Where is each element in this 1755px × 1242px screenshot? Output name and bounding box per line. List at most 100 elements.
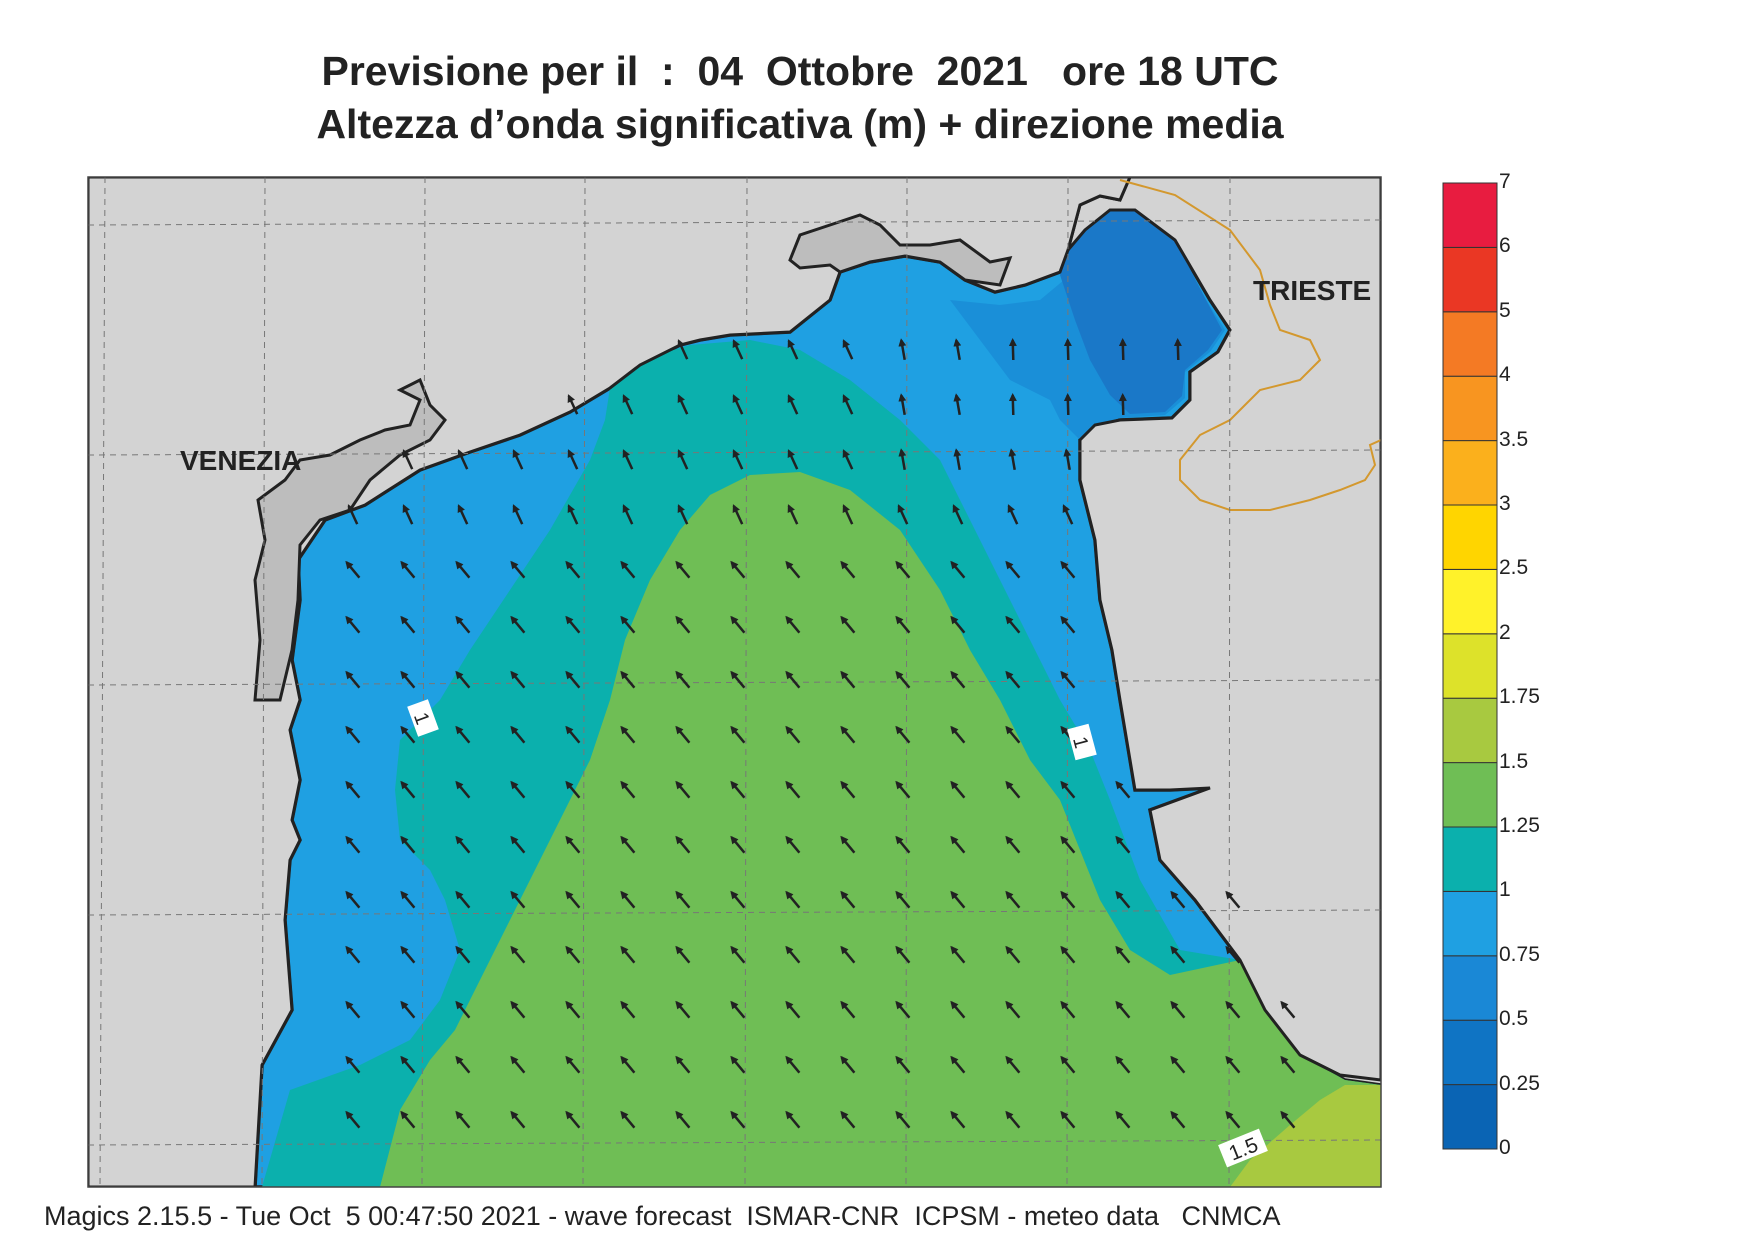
- direction-arrow: [345, 560, 361, 579]
- colorbar-segment: [1442, 826, 1498, 892]
- direction-arrow: [345, 1110, 361, 1129]
- direction-arrow: [510, 725, 526, 744]
- direction-arrow: [347, 504, 359, 525]
- direction-arrow: [457, 504, 469, 525]
- direction-arrow: [567, 449, 579, 470]
- contour-label-1-east: 1: [1067, 723, 1097, 761]
- direction-arrow: [1063, 338, 1072, 361]
- direction-arrow: [1115, 780, 1131, 799]
- direction-arrow: [455, 1110, 471, 1129]
- direction-arrow: [787, 339, 799, 360]
- direction-arrow: [785, 780, 801, 799]
- direction-arrow: [510, 615, 526, 634]
- direction-arrow: [785, 945, 801, 964]
- direction-arrow: [345, 670, 361, 689]
- direction-arrow: [842, 394, 854, 415]
- direction-arrow: [455, 615, 471, 634]
- direction-arrow: [512, 449, 524, 470]
- direction-arrow: [345, 835, 361, 854]
- direction-arrow: [1005, 890, 1021, 909]
- direction-arrow: [345, 615, 361, 634]
- direction-arrow: [400, 670, 416, 689]
- direction-arrow: [732, 504, 744, 525]
- direction-arrow: [840, 725, 856, 744]
- direction-arrow: [895, 945, 911, 964]
- colorbar-segment: [1442, 762, 1498, 828]
- direction-arrow: [730, 835, 746, 854]
- direction-arrow: [1170, 945, 1186, 964]
- direction-arrow: [840, 1110, 856, 1129]
- direction-arrow: [400, 780, 416, 799]
- direction-arrow: [400, 890, 416, 909]
- direction-arrow: [565, 560, 581, 579]
- direction-arrow: [620, 725, 636, 744]
- direction-arrow: [400, 1110, 416, 1129]
- direction-arrow: [620, 835, 636, 854]
- direction-arrow: [1005, 1000, 1021, 1019]
- direction-arrow: [730, 890, 746, 909]
- direction-arrow: [1060, 1055, 1076, 1074]
- direction-arrow: [730, 725, 746, 744]
- direction-arrow: [785, 1055, 801, 1074]
- direction-arrow: [675, 560, 691, 579]
- direction-arrow: [895, 835, 911, 854]
- direction-arrow: [895, 780, 911, 799]
- colorbar-label: 0.25: [1499, 1071, 1540, 1095]
- direction-arrow: [730, 945, 746, 964]
- direction-arrow: [1060, 615, 1076, 634]
- direction-arrow: [455, 1000, 471, 1019]
- direction-arrow: [842, 449, 854, 470]
- direction-arrow: [898, 338, 907, 361]
- colorbar-label: 0.5: [1499, 1007, 1529, 1031]
- direction-arrow: [565, 615, 581, 634]
- colorbar-label: 7: [1499, 170, 1511, 193]
- direction-arrow: [510, 670, 526, 689]
- direction-arrow: [950, 835, 966, 854]
- direction-arrow: [785, 1000, 801, 1019]
- colorbar-label: 0: [1499, 1136, 1511, 1159]
- direction-arrow: [455, 670, 471, 689]
- direction-arrow: [1008, 448, 1017, 471]
- colorbar-segment: [1442, 375, 1498, 442]
- direction-arrow: [510, 780, 526, 799]
- direction-arrow: [400, 1000, 416, 1019]
- direction-arrow: [1115, 1055, 1131, 1074]
- direction-arrow: [1060, 560, 1076, 579]
- direction-arrow: [730, 780, 746, 799]
- contour-label-1-west: 1: [407, 699, 439, 737]
- direction-arrow: [510, 1110, 526, 1129]
- direction-arrow: [675, 725, 691, 744]
- direction-arrow: [785, 890, 801, 909]
- colorbar-segment: [1442, 504, 1498, 570]
- direction-arrow: [895, 560, 911, 579]
- direction-arrow: [400, 1055, 416, 1074]
- direction-arrow: [1005, 835, 1021, 854]
- direction-arrow: [840, 615, 856, 634]
- direction-arrow: [345, 725, 361, 744]
- direction-arrow: [840, 1000, 856, 1019]
- direction-arrow: [565, 1000, 581, 1019]
- direction-arrow: [787, 449, 799, 470]
- direction-arrow: [842, 504, 854, 525]
- direction-arrow: [785, 835, 801, 854]
- direction-arrow: [620, 1110, 636, 1129]
- direction-arrow: [620, 670, 636, 689]
- direction-arrow: [840, 890, 856, 909]
- direction-arrow: [840, 1055, 856, 1074]
- direction-arrow: [620, 615, 636, 634]
- direction-arrow: [345, 890, 361, 909]
- direction-arrow: [1060, 835, 1076, 854]
- direction-arrow: [730, 615, 746, 634]
- direction-arrow: [512, 504, 524, 525]
- direction-arrow: [1173, 338, 1182, 361]
- direction-arrow: [675, 945, 691, 964]
- direction-arrow: [1060, 890, 1076, 909]
- direction-arrow: [565, 835, 581, 854]
- direction-arrow: [840, 560, 856, 579]
- colorbar-label: 3.5: [1499, 427, 1529, 451]
- direction-arrow: [455, 945, 471, 964]
- direction-arrow: [510, 1000, 526, 1019]
- direction-arrow: [787, 394, 799, 415]
- direction-arrow: [510, 1055, 526, 1074]
- direction-arrow: [730, 1055, 746, 1074]
